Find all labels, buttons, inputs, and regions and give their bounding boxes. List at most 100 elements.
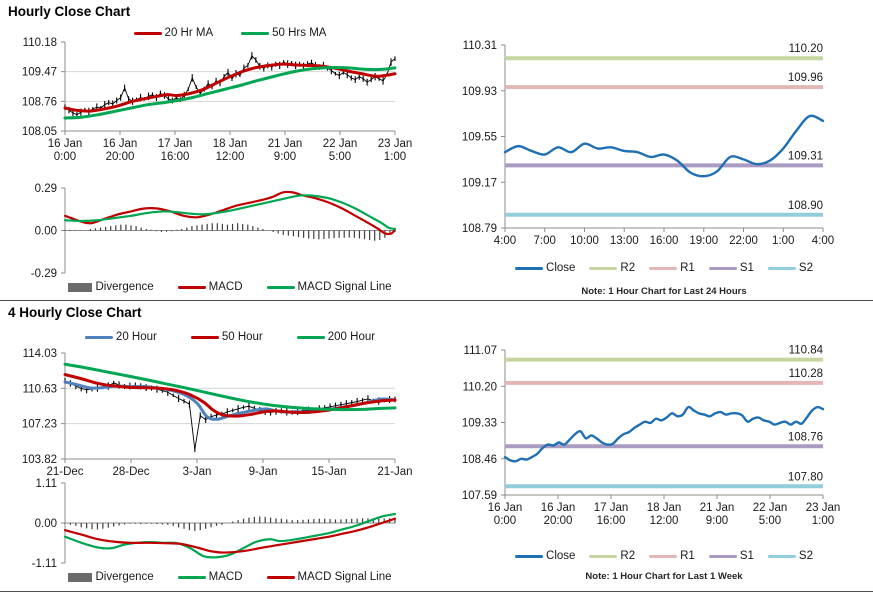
legend-swatch xyxy=(767,554,796,558)
x-tick-label: 21 Jan xyxy=(268,138,303,150)
legend-swatch xyxy=(515,266,544,270)
close-24h-svg: 110.31 109.93 109.55 109.17 108.79 110.20 109.… xyxy=(462,40,834,247)
legend-item-divergence: Divergence xyxy=(68,571,154,583)
legend-label: 20 Hour xyxy=(115,331,157,343)
legend-swatch xyxy=(649,554,678,558)
legend-label: S2 xyxy=(798,262,813,274)
x-tick-label: 19:00 xyxy=(689,235,718,247)
x-tick-label: 23 Jan xyxy=(806,502,841,514)
hourly-price-chart: 110.18 109.47 108.76 108.05 16 Jan 0:00 16 Jan… xyxy=(0,36,430,178)
y-tick-label: -1.11 xyxy=(32,558,57,570)
x-tick-label: 17 Jan xyxy=(158,138,193,150)
x-tick-label: 18 Jan xyxy=(647,502,682,514)
legend-item-s1: S1 xyxy=(708,262,754,274)
legend-item-r1: R1 xyxy=(649,262,695,274)
legend-item-macd: MACD xyxy=(177,571,243,583)
hourly-macd-chart: 0.29 0.00 -0.29 xyxy=(0,180,430,280)
y-tick-label: 109.47 xyxy=(22,67,57,79)
legend-item-50-hour: 50 Hour xyxy=(190,331,263,343)
y-tick-label: 0.29 xyxy=(35,183,57,195)
x-tick-label: 13:00 xyxy=(610,235,639,247)
y-tick-label: 110.20 xyxy=(463,381,497,393)
y-tick-label: 109.55 xyxy=(462,132,497,144)
legend-swatch xyxy=(190,335,219,339)
ref-line-label-s1: 109.31 xyxy=(788,150,823,162)
close-1week-svg: 111.07 110.20 109.33 108.46 107.59 110.84 110.… xyxy=(462,345,841,527)
legend-label: Close xyxy=(546,550,576,562)
hourly-macd-svg: 0.29 0.00 -0.29 xyxy=(31,183,397,280)
legend-close-1week: Close R2 R1 S1 S2 xyxy=(505,550,823,562)
ref-line-label-s2: 107.80 xyxy=(788,471,823,483)
legend-swatch xyxy=(177,575,206,579)
y-tick-label: 0.00 xyxy=(35,518,57,530)
legend-swatch xyxy=(177,285,206,289)
y-tick-label: 0.00 xyxy=(35,226,57,238)
y-tick-label: -0.29 xyxy=(31,268,57,280)
legend-label: R1 xyxy=(680,262,695,274)
ref-line-label-r2: 110.84 xyxy=(789,345,824,357)
legend-item-macd: MACD xyxy=(177,281,243,293)
ref-line-label-r1: 109.96 xyxy=(788,72,823,84)
series-200-hour xyxy=(63,362,397,412)
legend-label: R2 xyxy=(620,262,636,274)
legend-hourly-macd: Divergence MACD MACD Signal Line xyxy=(55,281,405,293)
x-tick-label: 12:00 xyxy=(650,515,679,527)
x-tick-label: 10:00 xyxy=(570,235,599,247)
series-close xyxy=(503,114,825,178)
legend-swatch xyxy=(296,335,325,339)
legend-label: R1 xyxy=(680,550,695,562)
y-tick-label: 108.46 xyxy=(462,454,497,466)
x-tick-label: 18 Jan xyxy=(213,138,248,150)
legend-label: Divergence xyxy=(95,281,154,293)
legend-label: 20 Hr MA xyxy=(164,27,214,39)
legend-item-close: Close xyxy=(515,262,575,274)
x-tick-label: 3-Jan xyxy=(183,466,212,478)
x-tick-label: 1:00 xyxy=(772,235,794,247)
x-tick-label: 7:00 xyxy=(534,235,556,247)
section-title-hourly: Hourly Close Chart xyxy=(8,4,131,19)
legend-swatch xyxy=(708,554,737,558)
y-tick-label: 103.82 xyxy=(22,454,57,466)
legend-label: MACD xyxy=(208,571,243,583)
legend-item-50-hrs-ma: 50 Hrs MA xyxy=(241,27,326,39)
x-tick-label: 22 Jan xyxy=(323,138,358,150)
legend-label: MACD Signal Line xyxy=(297,571,392,583)
y-tick-label: 109.93 xyxy=(462,86,497,98)
y-tick-label: 110.18 xyxy=(23,37,57,49)
section-title-4hourly: 4 Hourly Close Chart xyxy=(8,305,142,320)
note-last-1-week: Note: 1 Hour Chart for Last 1 Week xyxy=(585,571,743,582)
series-20-hr-ma xyxy=(63,62,397,113)
ref-line-label-s1: 108.76 xyxy=(788,431,823,443)
y-tick-label: 107.23 xyxy=(22,419,57,431)
series-close xyxy=(503,405,825,463)
legend-item-macd-signal-line: MACD Signal Line xyxy=(266,571,392,583)
x-tick-label: 0:00 xyxy=(494,515,516,527)
legend-swatch xyxy=(84,335,113,339)
legend-swatch xyxy=(266,285,295,289)
legend-label: Close xyxy=(546,262,576,274)
x-tick-label: 16 Jan xyxy=(488,502,523,514)
x-tick-label: 20:00 xyxy=(544,515,573,527)
legend-swatch xyxy=(241,31,270,35)
legend-4hourly-macd: Divergence MACD MACD Signal Line xyxy=(55,571,405,583)
legend-item-20-hr-ma: 20 Hr MA xyxy=(133,27,214,39)
x-tick-label: 16 Jan xyxy=(103,138,138,150)
legend-label: 50 Hour xyxy=(221,331,263,343)
x-tick-label: 9:00 xyxy=(274,151,296,163)
x-tick-label: 5:00 xyxy=(759,515,781,527)
series-macd-signal-line xyxy=(63,194,397,231)
legend-item-s2: S2 xyxy=(767,550,813,562)
y-tick-label: 108.76 xyxy=(22,96,57,108)
x-tick-label: 22 Jan xyxy=(753,502,788,514)
4hourly-price-chart: 114.03 110.63 107.23 103.82 21-Dec 28-Dec 3-Ja… xyxy=(0,348,430,480)
x-tick-label: 1:00 xyxy=(812,515,834,527)
4hourly-macd-svg: 1.11 0.00 -1.11 xyxy=(32,478,397,570)
legend-label: R2 xyxy=(620,550,636,562)
legend-swatch xyxy=(767,266,796,270)
legend-hourly-ma: 20 Hr MA 50 Hrs MA xyxy=(65,27,395,39)
legend-item-r2: R2 xyxy=(589,550,635,562)
legend-item-s2: S2 xyxy=(767,262,813,274)
legend-item-divergence: Divergence xyxy=(68,281,154,293)
